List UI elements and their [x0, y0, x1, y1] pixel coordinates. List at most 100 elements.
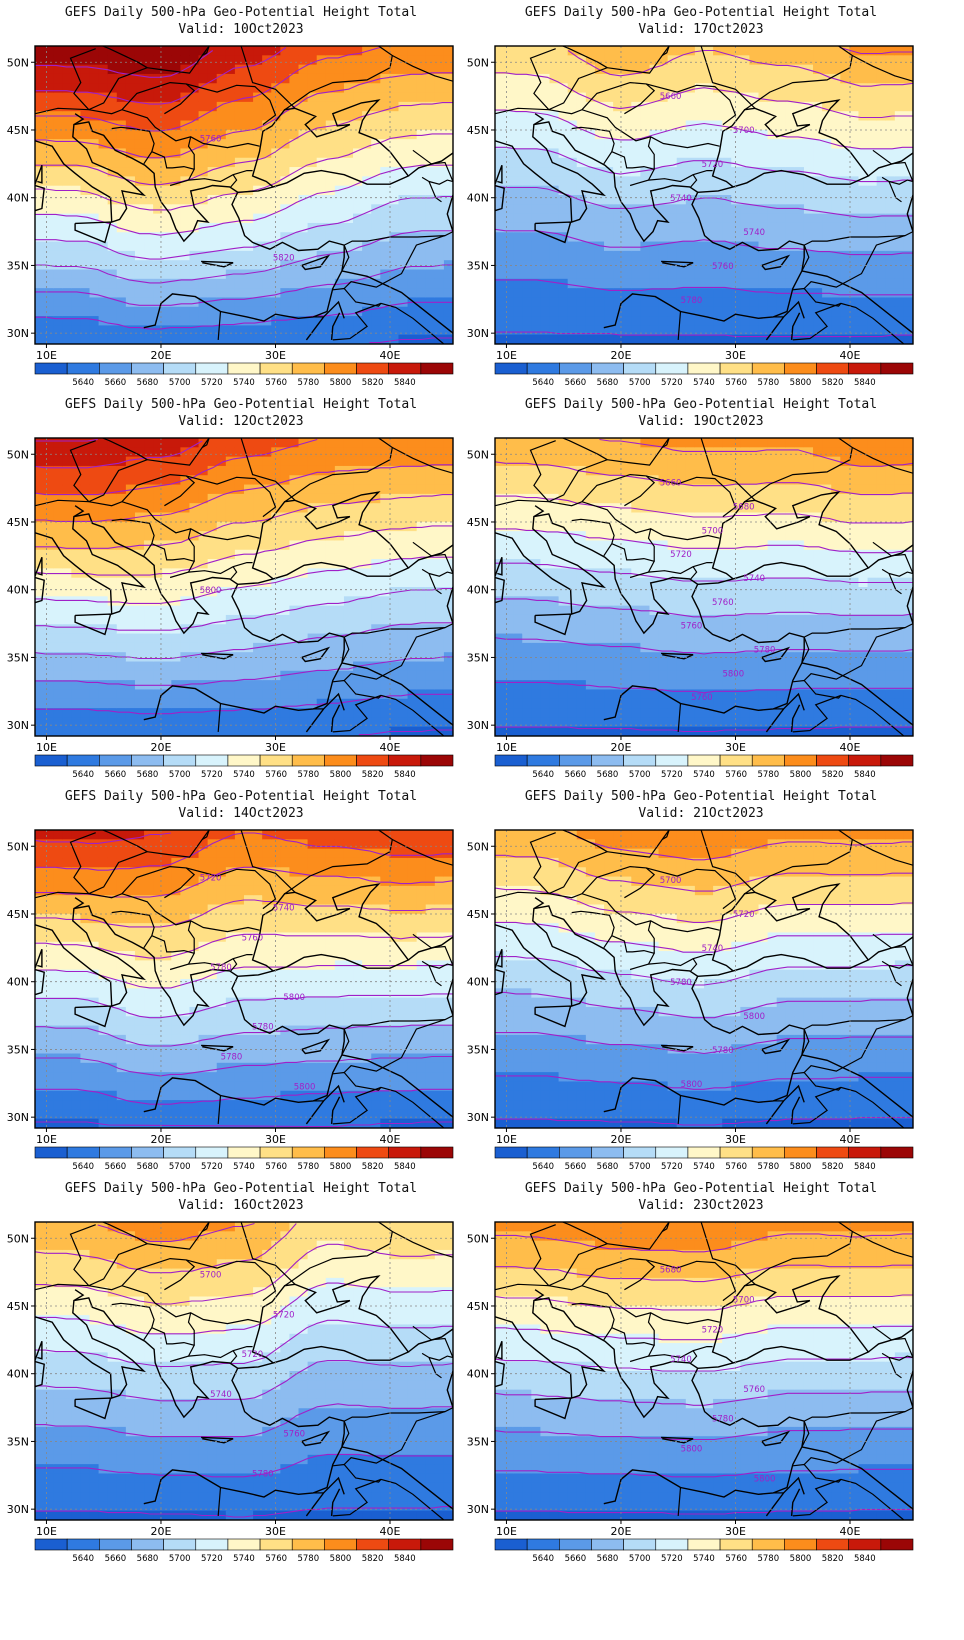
field-cell: [531, 83, 542, 94]
field-cell: [234, 540, 245, 551]
field-cell: [262, 549, 272, 560]
field-cell: [631, 232, 641, 243]
field-cell: [685, 167, 696, 177]
field-cell: [225, 512, 236, 523]
field-cell: [416, 549, 427, 560]
field-cell: [416, 475, 427, 486]
field-cell: [513, 577, 523, 588]
field-cell: [71, 456, 82, 467]
field-cell: [622, 222, 632, 233]
field-cell: [685, 269, 696, 280]
field-cell: [495, 316, 505, 326]
field-cell: [343, 475, 354, 486]
field-cell: [504, 614, 514, 625]
field-cell: [125, 624, 136, 635]
field-cell: [885, 232, 896, 243]
field-cell: [216, 465, 227, 476]
field-cell: [522, 512, 532, 523]
field-cell: [803, 111, 814, 122]
field-cell: [244, 559, 254, 569]
field-cell: [758, 222, 769, 233]
field-cell: [549, 568, 560, 579]
lon-label: 40E: [380, 741, 401, 754]
field-cell: [225, 503, 236, 514]
field-cell: [125, 670, 136, 681]
field-cell: [371, 269, 381, 280]
field-cell: [631, 129, 641, 140]
field-cell: [407, 316, 418, 326]
field-cell: [649, 120, 660, 131]
field-cell: [353, 111, 363, 122]
field-cell: [398, 521, 409, 532]
field-cell: [271, 213, 281, 224]
field-cell: [62, 577, 72, 588]
field-cell: [253, 624, 263, 635]
field-cell: [125, 456, 136, 467]
field-cell: [44, 456, 54, 467]
field-cell: [71, 484, 82, 495]
field-cell: [398, 577, 409, 588]
field-cell: [867, 92, 878, 103]
field-cell: [794, 55, 805, 66]
field-cell: [271, 92, 281, 103]
field-cell: [207, 475, 218, 486]
field-cell: [495, 139, 505, 150]
field-cell: [107, 64, 118, 75]
field-cell: [903, 129, 913, 140]
field-cell: [98, 587, 109, 597]
field-cell: [513, 334, 523, 344]
field-cell: [325, 83, 336, 94]
field-cell: [262, 531, 272, 542]
field-cell: [434, 726, 445, 736]
field-cell: [540, 512, 551, 523]
field-cell: [307, 195, 318, 205]
field-cell: [234, 652, 245, 663]
field-cell: [271, 512, 281, 523]
field-cell: [522, 260, 532, 271]
field-cell: [334, 195, 345, 205]
field-cell: [44, 157, 54, 168]
country-border: [187, 136, 195, 170]
field-cell: [416, 325, 427, 336]
field-cell: [389, 92, 400, 103]
field-cell: [858, 241, 869, 252]
field-cell: [198, 204, 209, 215]
field-cell: [89, 465, 100, 476]
field-cell: [207, 278, 218, 289]
lon-label: 10E: [36, 349, 57, 362]
field-cell: [434, 698, 445, 709]
field-cell: [343, 139, 354, 150]
field-cell: [216, 493, 227, 504]
field-cell: [495, 680, 505, 691]
field-cell: [831, 297, 841, 308]
lat-label: 45N: [7, 516, 29, 529]
field-cell: [307, 717, 318, 728]
contour-label: 5660: [660, 92, 682, 102]
field-cell: [731, 129, 741, 140]
field-cell: [89, 83, 100, 94]
field-cell: [416, 633, 427, 644]
field-cell: [585, 325, 596, 336]
field-cell: [271, 278, 281, 289]
field-cell: [558, 232, 569, 243]
field-cell: [531, 549, 542, 560]
field-cell: [35, 633, 45, 644]
field-cell: [144, 624, 154, 635]
field-cell: [362, 568, 372, 579]
field-cell: [153, 46, 163, 56]
country-border: [888, 179, 913, 185]
coastline: [35, 164, 43, 185]
field-cell: [849, 148, 860, 159]
field-cell: [867, 185, 878, 196]
field-cell: [316, 503, 327, 514]
field-cell: [876, 195, 887, 205]
field-cell: [307, 176, 318, 187]
field-cell: [531, 568, 542, 579]
field-cell: [398, 484, 409, 495]
field-cell: [316, 195, 327, 205]
field-cell: [180, 73, 191, 84]
field-cell: [722, 73, 732, 84]
field-cell: [98, 549, 109, 560]
field-cell: [416, 493, 427, 504]
field-cell: [558, 64, 569, 75]
